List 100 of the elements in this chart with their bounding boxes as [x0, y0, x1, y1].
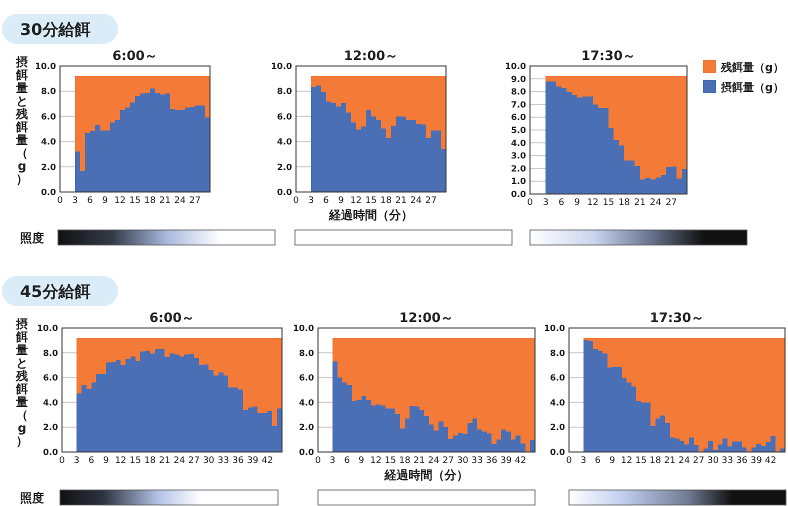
- x-tick-label: 27: [442, 456, 454, 466]
- x-tick-label: 15: [635, 456, 647, 466]
- y-tick-label: 3.0: [510, 152, 526, 162]
- y-tick-label: 6.0: [550, 374, 566, 384]
- x-tick-label: 6: [323, 196, 330, 206]
- x-tick-label: 0: [293, 196, 300, 206]
- y-tick-label: 2.0: [42, 423, 58, 434]
- x-tick-label: 9: [574, 198, 580, 208]
- y-tick-label: 6.0: [510, 113, 526, 124]
- x-tick-label: 36: [232, 456, 244, 466]
- chart-title: 6:00～: [112, 49, 158, 64]
- y-tick-label: 0.0: [550, 448, 566, 458]
- y-tick-label: 8.0: [550, 348, 566, 359]
- x-tick-label: 9: [609, 456, 616, 466]
- y-tick-label: 6.0: [298, 374, 314, 384]
- text: 摂餌量と残餌量（g）: [16, 55, 28, 186]
- x-tick-label: 15: [129, 196, 141, 206]
- y-tick-label: 5.0: [510, 126, 526, 136]
- x-tick-label: 21: [158, 456, 170, 466]
- x-tick-label: 9: [102, 196, 108, 206]
- y-tick-label: 10.0: [544, 324, 566, 334]
- x-tick-label: 12: [114, 456, 126, 466]
- chart-title: 6:00～: [149, 311, 195, 326]
- text: 照度: [20, 491, 44, 505]
- legend-label: 残餌量（g）: [720, 61, 784, 74]
- x-tick-label: 30: [456, 456, 469, 466]
- x-tick-label: 9: [338, 196, 344, 206]
- y-tick-label: 10.0: [271, 62, 292, 72]
- x-tick-label: 3: [72, 196, 78, 206]
- x-tick-label: 27: [188, 456, 200, 466]
- x-tick-label: 24: [650, 198, 662, 208]
- x-tick-label: 18: [618, 198, 630, 208]
- y-tick-label: 0.0: [42, 448, 58, 458]
- legend-label: 摂餌量（g）: [720, 81, 784, 94]
- text: 45分給餌: [20, 282, 90, 301]
- y-tick-label: 7.0: [510, 100, 526, 110]
- x-tick-label: 30: [202, 456, 215, 466]
- x-tick-label: 24: [174, 196, 186, 206]
- x-tick-label: 27: [425, 196, 437, 206]
- x-tick-label: 27: [692, 456, 704, 466]
- y-tick-label: 0.0: [40, 188, 56, 198]
- bar: [530, 440, 535, 452]
- y-tick-label: 4.0: [40, 138, 56, 148]
- x-tick-label: 21: [395, 196, 407, 206]
- x-tick-label: 42: [514, 456, 526, 466]
- x-tick-label: 39: [750, 456, 762, 466]
- x-tick-label: 33: [471, 456, 483, 466]
- x-tick-label: 36: [486, 456, 498, 466]
- y-tick-label: 4.0: [42, 398, 58, 408]
- text: 30分給餌: [20, 20, 90, 39]
- y-tick-label: 6.0: [40, 112, 56, 122]
- x-tick-label: 15: [365, 196, 377, 206]
- x-tick-label: 27: [666, 198, 678, 208]
- chart-title: 12:00～: [344, 49, 398, 64]
- y-tick-label: 10.0: [35, 62, 56, 72]
- y-tick-label: 2.0: [276, 162, 292, 173]
- y-tick-label: 2.0: [40, 162, 56, 173]
- y-tick-label: 10.0: [37, 324, 58, 334]
- x-tick-label: 24: [174, 456, 186, 466]
- x-tick-label: 30: [707, 456, 719, 466]
- x-tick-label: 3: [308, 196, 314, 206]
- x-tick-label: 18: [144, 196, 156, 206]
- x-tick-label: 3: [330, 456, 336, 466]
- x-tick-label: 9: [103, 456, 110, 466]
- chart-title: 17:30～: [650, 311, 704, 326]
- x-tick-label: 6: [558, 198, 565, 208]
- y-tick-label: 2.0: [550, 423, 566, 434]
- y-tick-label: 10.0: [505, 62, 526, 72]
- y-tick-label: 2.0: [510, 164, 526, 174]
- x-tick-label: 21: [414, 456, 425, 466]
- chart-title: 17:30～: [581, 49, 636, 64]
- x-tick-label: 0: [57, 196, 64, 206]
- x-tick-label: 21: [634, 198, 646, 208]
- y-tick-label: 6.0: [42, 374, 58, 384]
- y-tick-label: 10.0: [293, 324, 314, 334]
- x-axis-title: 経過時間（分）: [328, 208, 413, 222]
- x-tick-label: 6: [594, 456, 601, 466]
- x-tick-label: 12: [114, 196, 126, 206]
- y-tick-label: 8.0: [510, 88, 526, 98]
- x-tick-label: 6: [87, 196, 94, 206]
- x-tick-label: 33: [722, 456, 734, 466]
- x-tick-label: 33: [218, 456, 230, 466]
- x-tick-label: 21: [664, 456, 676, 466]
- x-tick-label: 18: [650, 456, 662, 466]
- x-tick-label: 18: [380, 196, 392, 206]
- y-tick-label: 8.0: [298, 348, 314, 359]
- x-tick-label: 12: [587, 198, 599, 208]
- x-tick-label: 27: [189, 196, 201, 206]
- y-tick-label: 1.0: [510, 177, 526, 188]
- x-tick-label: 42: [262, 456, 274, 466]
- x-tick-label: 9: [358, 456, 365, 466]
- y-tick-label: 4.0: [276, 138, 292, 148]
- x-tick-label: 24: [410, 196, 422, 206]
- y-tick-label: 0.0: [276, 188, 292, 198]
- x-tick-label: 24: [678, 456, 690, 466]
- text: 照度: [20, 231, 44, 245]
- x-tick-label: 36: [736, 456, 748, 466]
- x-tick-label: 18: [399, 456, 411, 466]
- y-tick-label: 0.0: [510, 190, 526, 200]
- y-tick-label: 2.0: [298, 423, 314, 434]
